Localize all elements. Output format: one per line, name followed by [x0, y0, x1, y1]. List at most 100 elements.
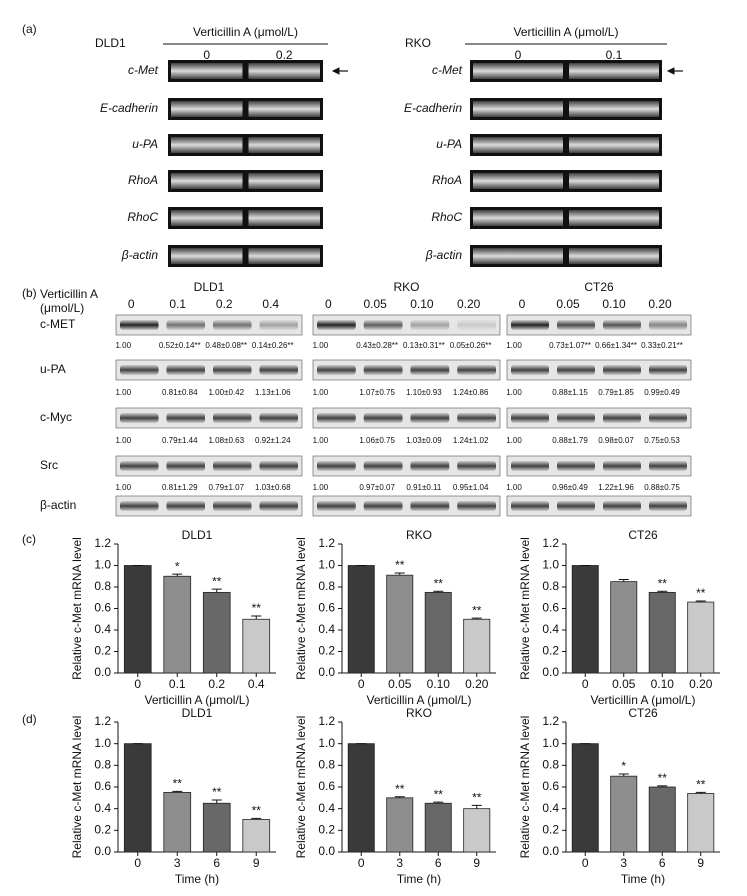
protein-label: u-PA [40, 362, 66, 376]
blot-band [259, 461, 298, 471]
y-tick-label: 0.2 [542, 823, 559, 837]
blot-band [410, 413, 450, 423]
significance-label: ** [658, 771, 668, 785]
bar [123, 743, 152, 853]
y-tick-label: 0.6 [318, 601, 335, 615]
significance-label: ** [696, 778, 706, 792]
bar [163, 575, 192, 674]
band-ratio: 1.00 [506, 341, 522, 350]
gene-label: E-cadherin [404, 101, 462, 115]
band-ratio: 0.92±1.24 [255, 436, 291, 445]
y-tick-label: 1.2 [318, 536, 335, 550]
band-ratio: 0.43±0.28** [356, 341, 398, 350]
dose-label: 0.2 [216, 297, 233, 311]
chart-title: CT26 [628, 528, 658, 542]
chart-title: CT26 [628, 706, 658, 720]
error-bar [433, 590, 444, 593]
bar [648, 591, 676, 674]
band-ratio: 1.00 [115, 341, 131, 350]
y-tick-label: 1.0 [318, 736, 335, 750]
x-axis-title: Verticillin A (μmol/L) [591, 693, 696, 707]
blot-band [363, 413, 403, 423]
bar [463, 808, 491, 853]
y-tick-label: 0.6 [318, 779, 335, 793]
blot-background [506, 359, 692, 381]
blot-band [317, 320, 356, 330]
blot-band [649, 461, 687, 471]
significance-label: ** [395, 782, 405, 796]
blot-band [120, 320, 159, 330]
band-ratio: 1.00 [313, 483, 329, 492]
gel-band [248, 101, 320, 117]
y-tick-label: 1.2 [318, 714, 335, 728]
band-ratio: 1.24±0.86 [453, 388, 489, 397]
dose-label: 0.1 [606, 48, 623, 62]
blot-band [166, 501, 205, 511]
band-ratio: 0.79±1.44 [162, 436, 198, 445]
significance-label: ** [252, 601, 262, 615]
band-ratio: 0.81±0.84 [162, 388, 198, 397]
blot-band [213, 501, 252, 511]
band-ratio: 0.33±0.21** [641, 341, 683, 350]
x-tick-label: 3 [174, 856, 181, 870]
blot-band [649, 365, 687, 375]
y-axis-title: Relative c-Met mRNA level [518, 716, 532, 859]
cell-line-label: RKO [393, 280, 419, 294]
y-tick-label: 1.2 [94, 714, 111, 728]
treatment-label: Verticillin A (μmol/L) [514, 25, 619, 39]
x-axis-title: Verticillin A (μmol/L) [367, 693, 472, 707]
bar [386, 574, 414, 674]
bar [424, 591, 452, 674]
blot-band [166, 413, 205, 423]
blot-band [120, 461, 159, 471]
blot-band [363, 501, 403, 511]
gene-label: c-Met [432, 63, 463, 77]
blot-background [115, 407, 303, 429]
gene-label: β-actin [425, 248, 463, 262]
band-ratio: 0.79±1.85 [598, 388, 634, 397]
y-axis-title: Relative c-Met mRNA level [70, 537, 84, 680]
x-tick-label: 0.10 [651, 677, 675, 691]
band-ratio: 0.75±0.53 [644, 436, 680, 445]
y-tick-label: 0.4 [318, 622, 335, 636]
gel-band [473, 63, 563, 79]
y-tick-label: 1.2 [542, 714, 559, 728]
band-ratio: 0.95±1.04 [453, 483, 489, 492]
blot-background [312, 359, 501, 381]
gel-band [473, 101, 563, 117]
blot-band [213, 365, 252, 375]
significance-label: ** [434, 787, 444, 801]
y-axis-title: Relative c-Met mRNA level [294, 716, 308, 859]
error-bar [251, 817, 262, 820]
protein-label: c-Myc [40, 410, 72, 424]
y-tick-label: 0.0 [318, 844, 335, 858]
error-bar [172, 573, 183, 577]
gel-band [569, 248, 659, 264]
band-ratio: 1.08±0.63 [208, 436, 244, 445]
blot-band [557, 365, 595, 375]
blot-band [120, 501, 159, 511]
y-tick-label: 0.2 [94, 823, 111, 837]
bar [687, 601, 715, 674]
dose-label: 0 [203, 48, 210, 62]
gel-band [248, 173, 320, 189]
y-tick-label: 1.0 [318, 558, 335, 572]
error-bar [471, 804, 482, 809]
gel-band [473, 173, 563, 189]
blot-band [363, 365, 403, 375]
band-ratio: 0.99±0.49 [644, 388, 680, 397]
band-ratio: 1.00 [313, 436, 329, 445]
gel-band [248, 210, 320, 226]
blot-band [557, 413, 595, 423]
error-bar [211, 799, 222, 804]
blot-band [410, 461, 450, 471]
blot-band [511, 320, 549, 330]
band-ratio: 0.97±0.07 [359, 483, 395, 492]
y-tick-label: 0.6 [542, 601, 559, 615]
panel-label: (d) [22, 712, 37, 726]
y-tick-label: 0.2 [94, 644, 111, 658]
significance-label: ** [212, 574, 222, 588]
blot-band [363, 320, 403, 330]
band-ratio: 1.00 [506, 483, 522, 492]
